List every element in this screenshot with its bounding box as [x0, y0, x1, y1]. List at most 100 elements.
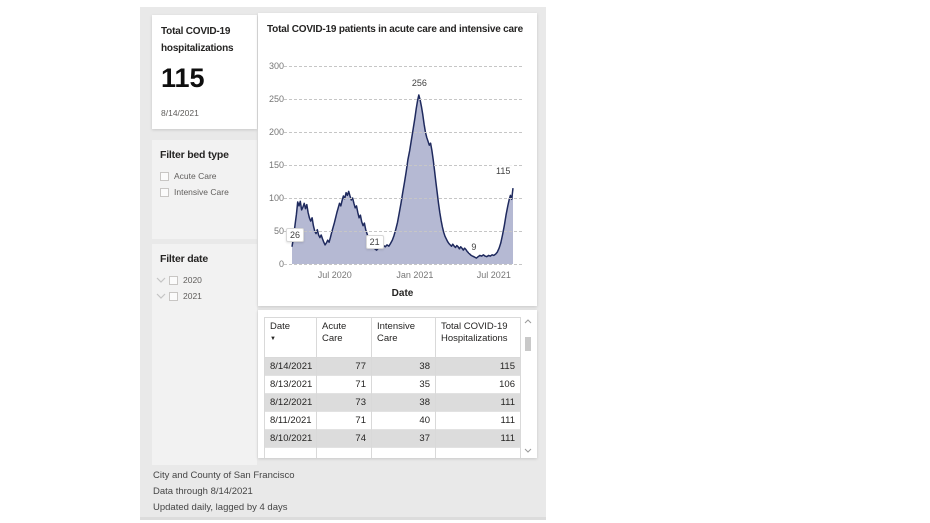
scroll-down-icon[interactable] [524, 448, 532, 453]
value-cell: 38 [371, 357, 436, 376]
value-cell: 71 [316, 375, 372, 394]
chart-title: Total COVID-19 patients in acute care an… [267, 24, 523, 35]
footer-line-data-through: Data through 8/14/2021 [153, 486, 253, 497]
y-tick-label: 50 [273, 226, 284, 236]
column-header-label: Date [270, 321, 291, 332]
filter-bed-type-options: Acute Care Intensive Care [152, 168, 257, 200]
checkbox-intensive-care[interactable] [160, 187, 169, 197]
column-header-date[interactable]: Date ▼ [264, 317, 317, 358]
footer-line-update-cadence: Updated daily, lagged by 4 days [153, 502, 288, 513]
filter-option-intensive-care[interactable]: Intensive Care [152, 184, 257, 200]
scrollbar-thumb[interactable] [525, 337, 531, 351]
checkbox-2021[interactable] [169, 291, 178, 301]
filter-option-label: 2021 [183, 291, 202, 301]
date-cell: 8/12/2021 [264, 393, 317, 412]
filter-option-label: 2020 [183, 275, 202, 285]
data-label-21: 21 [365, 235, 384, 250]
date-cell: 8/11/2021 [264, 411, 317, 430]
column-header-label: Intensive Care [377, 321, 416, 344]
kpi-card: Total COVID-19 hospitalizations 115 8/14… [152, 15, 257, 129]
date-cell: 8/14/2021 [264, 357, 317, 376]
value-cell: 38 [371, 393, 436, 412]
empty-cell [264, 447, 317, 458]
checkbox-2020[interactable] [169, 275, 178, 285]
value-cell: 106 [435, 375, 521, 394]
value-cell: 111 [435, 411, 521, 430]
filter-option-acute-care[interactable]: Acute Care [152, 168, 257, 184]
chevron-down-icon[interactable] [156, 293, 166, 299]
gridline [284, 264, 522, 265]
scroll-up-icon[interactable] [524, 319, 532, 324]
kpi-value: 115 [161, 63, 205, 93]
gridline [284, 99, 522, 100]
table-row-partial [264, 447, 521, 458]
filter-date-panel: Filter date 2020 2021 [152, 244, 257, 465]
data-label-9: 9 [469, 241, 479, 254]
gridline [284, 231, 522, 232]
x-tick-label: Jul 2021 [476, 270, 511, 280]
y-tick-label: 250 [268, 94, 284, 104]
data-table: Date ▼ Acute Care Intensive Care Total COVID… [264, 317, 521, 458]
value-cell: 74 [316, 429, 372, 448]
table-row[interactable]: 8/14/2021 77 38 115 [264, 357, 521, 376]
gridline [284, 66, 522, 67]
column-header-label: Acute Care [322, 321, 347, 344]
footer-line-source: City and County of San Francisco [153, 470, 295, 481]
filter-date-title: Filter date [160, 253, 208, 265]
y-tick-label: 100 [268, 193, 284, 203]
data-label-115: 115 [494, 165, 513, 178]
area-fill [292, 95, 513, 264]
filter-bed-type-title: Filter bed type [160, 149, 229, 161]
filter-bed-type-panel: Filter bed type Acute Care Intensive Care [152, 140, 257, 239]
kpi-title: Total COVID-19 hospitalizations [161, 26, 234, 54]
table-row[interactable]: 8/12/2021 73 38 111 [264, 393, 521, 412]
value-cell: 111 [435, 429, 521, 448]
x-tick-label: Jan 2021 [396, 270, 434, 280]
filter-option-label: Intensive Care [174, 187, 229, 197]
column-header-intensive-care[interactable]: Intensive Care [371, 317, 436, 358]
date-cell: 8/10/2021 [264, 429, 317, 448]
gridline [284, 198, 522, 199]
table-card: Date ▼ Acute Care Intensive Care Total COVID… [258, 310, 537, 458]
column-header-total-covid-19-hospitalizations[interactable]: Total COVID-19 Hospitalizations [435, 317, 521, 358]
gridline [284, 165, 522, 166]
y-tick-label: 300 [268, 61, 284, 71]
data-label-26: 26 [286, 227, 305, 242]
chart-card: Total COVID-19 patients in acute care an… [258, 13, 537, 306]
table-row[interactable]: 8/10/2021 74 37 111 [264, 429, 521, 448]
data-label-256: 256 [409, 77, 429, 90]
value-cell: 77 [316, 357, 372, 376]
kpi-date: 8/14/2021 [161, 108, 199, 118]
y-tick-label: 150 [268, 160, 284, 170]
value-cell: 115 [435, 357, 521, 376]
column-header-label: Total COVID-19 Hospitalizations [441, 321, 508, 344]
y-tick-label: 0 [278, 259, 284, 269]
empty-cell [435, 447, 521, 458]
filter-option-label: Acute Care [174, 171, 217, 181]
x-axis-title: Date [391, 288, 414, 299]
checkbox-acute-care[interactable] [160, 171, 169, 181]
value-cell: 111 [435, 393, 521, 412]
table-row[interactable]: 8/13/2021 71 35 106 [264, 375, 521, 394]
table-scrollbar[interactable] [523, 319, 533, 453]
gridline [284, 132, 522, 133]
source-footer: City and County of San Francisco Data th… [153, 468, 295, 516]
filter-option-2021[interactable]: 2021 [152, 288, 257, 304]
empty-cell [371, 447, 436, 458]
x-tick-label: Jul 2020 [317, 270, 352, 280]
trend-line [291, 94, 514, 259]
value-cell: 40 [371, 411, 436, 430]
filter-date-options: 2020 2021 [152, 272, 257, 304]
chevron-down-icon[interactable] [156, 277, 166, 283]
value-cell: 71 [316, 411, 372, 430]
y-tick-label: 200 [268, 127, 284, 137]
column-header-acute-care[interactable]: Acute Care [316, 317, 372, 358]
covid-dashboard: Total COVID-19 hospitalizations 115 8/14… [140, 7, 546, 520]
filter-option-2020[interactable]: 2020 [152, 272, 257, 288]
date-cell: 8/13/2021 [264, 375, 317, 394]
table-row[interactable]: 8/11/2021 71 40 111 [264, 411, 521, 430]
value-cell: 37 [371, 429, 436, 448]
sort-descending-icon[interactable]: ▼ [270, 336, 276, 342]
value-cell: 35 [371, 375, 436, 394]
chart-plot[interactable] [291, 66, 514, 264]
